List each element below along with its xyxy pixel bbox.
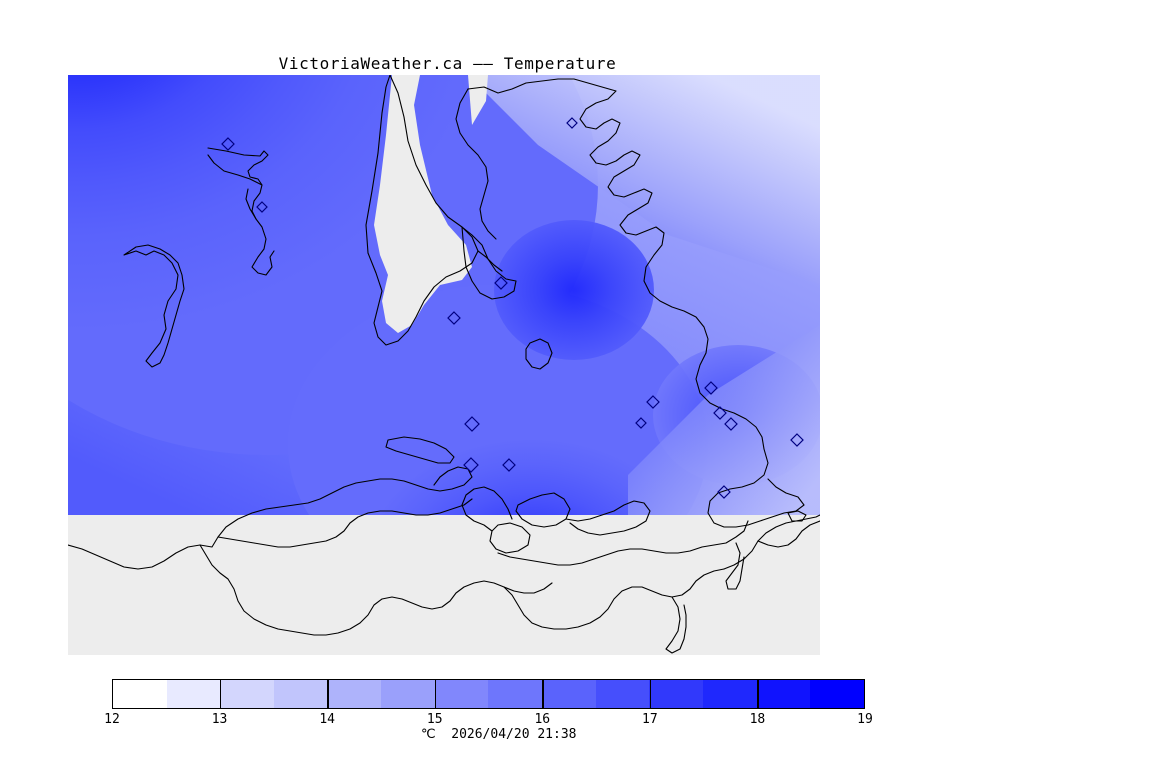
colorbar-tick-18	[757, 679, 759, 709]
colorbar-band-10	[649, 680, 704, 708]
colorbar-band-6	[434, 680, 489, 708]
colorbar-band-12	[756, 680, 811, 708]
diamond-marker	[704, 381, 718, 395]
colorbar-band-4	[327, 680, 382, 708]
diamond-marker	[221, 137, 235, 151]
diamond-marker	[635, 417, 647, 429]
colorbar-band-2	[220, 680, 274, 708]
colorbar-band-13	[810, 680, 864, 708]
colorbar-label-17: 17	[642, 712, 658, 727]
coastline-layer	[68, 75, 820, 654]
landmass-layer	[68, 75, 820, 655]
colorbar-tick-16	[542, 679, 544, 709]
colorbar-label-14: 14	[319, 712, 335, 727]
colorbar-label-13: 13	[211, 712, 228, 727]
temperature-contour-field	[68, 75, 820, 515]
colorbar-label-19: 19	[857, 712, 873, 727]
diamond-marker	[566, 117, 578, 129]
diamond-marker	[463, 457, 479, 473]
colorbar-band-0	[113, 680, 167, 708]
colorbar-band-5	[381, 680, 435, 708]
colorbar-label-15: 15	[426, 712, 443, 727]
diamond-marker	[646, 395, 660, 409]
diamond-marker	[713, 406, 727, 420]
colorbar-label-18: 18	[749, 712, 766, 727]
colorbar-tick-15	[434, 679, 437, 709]
colorbar-band-3	[273, 680, 328, 708]
diamond-marker	[717, 485, 731, 499]
colorbar-bands	[112, 679, 865, 709]
temperature-field-region	[68, 75, 820, 515]
diamond-marker	[724, 417, 738, 431]
colorbar-label-16: 16	[534, 712, 551, 727]
diamond-marker	[494, 276, 508, 290]
map-canvas[interactable]	[68, 75, 820, 655]
colorbar	[112, 679, 865, 709]
colorbar-band-7	[488, 680, 543, 708]
colorbar-tick-17	[649, 679, 652, 709]
diamond-marker	[256, 201, 268, 213]
colorbar-label-12: 12	[104, 712, 120, 727]
colorbar-tick-14	[327, 679, 329, 709]
colorbar-band-9	[595, 680, 650, 708]
diamond-marker	[464, 416, 480, 432]
colorbar-band-11	[703, 680, 757, 708]
diamond-marker	[502, 458, 516, 472]
diamond-marker	[790, 433, 804, 447]
colorbar-footer-text: ℃ 2026/04/20 21:38	[421, 727, 577, 742]
diamond-marker	[447, 311, 461, 325]
station-marker-layer[interactable]	[68, 75, 820, 655]
colorbar-band-1	[166, 680, 221, 708]
colorbar-tick-13	[219, 679, 222, 709]
page-title: VictoriaWeather.ca —— Temperature	[278, 54, 617, 73]
colorbar-band-8	[542, 680, 596, 708]
